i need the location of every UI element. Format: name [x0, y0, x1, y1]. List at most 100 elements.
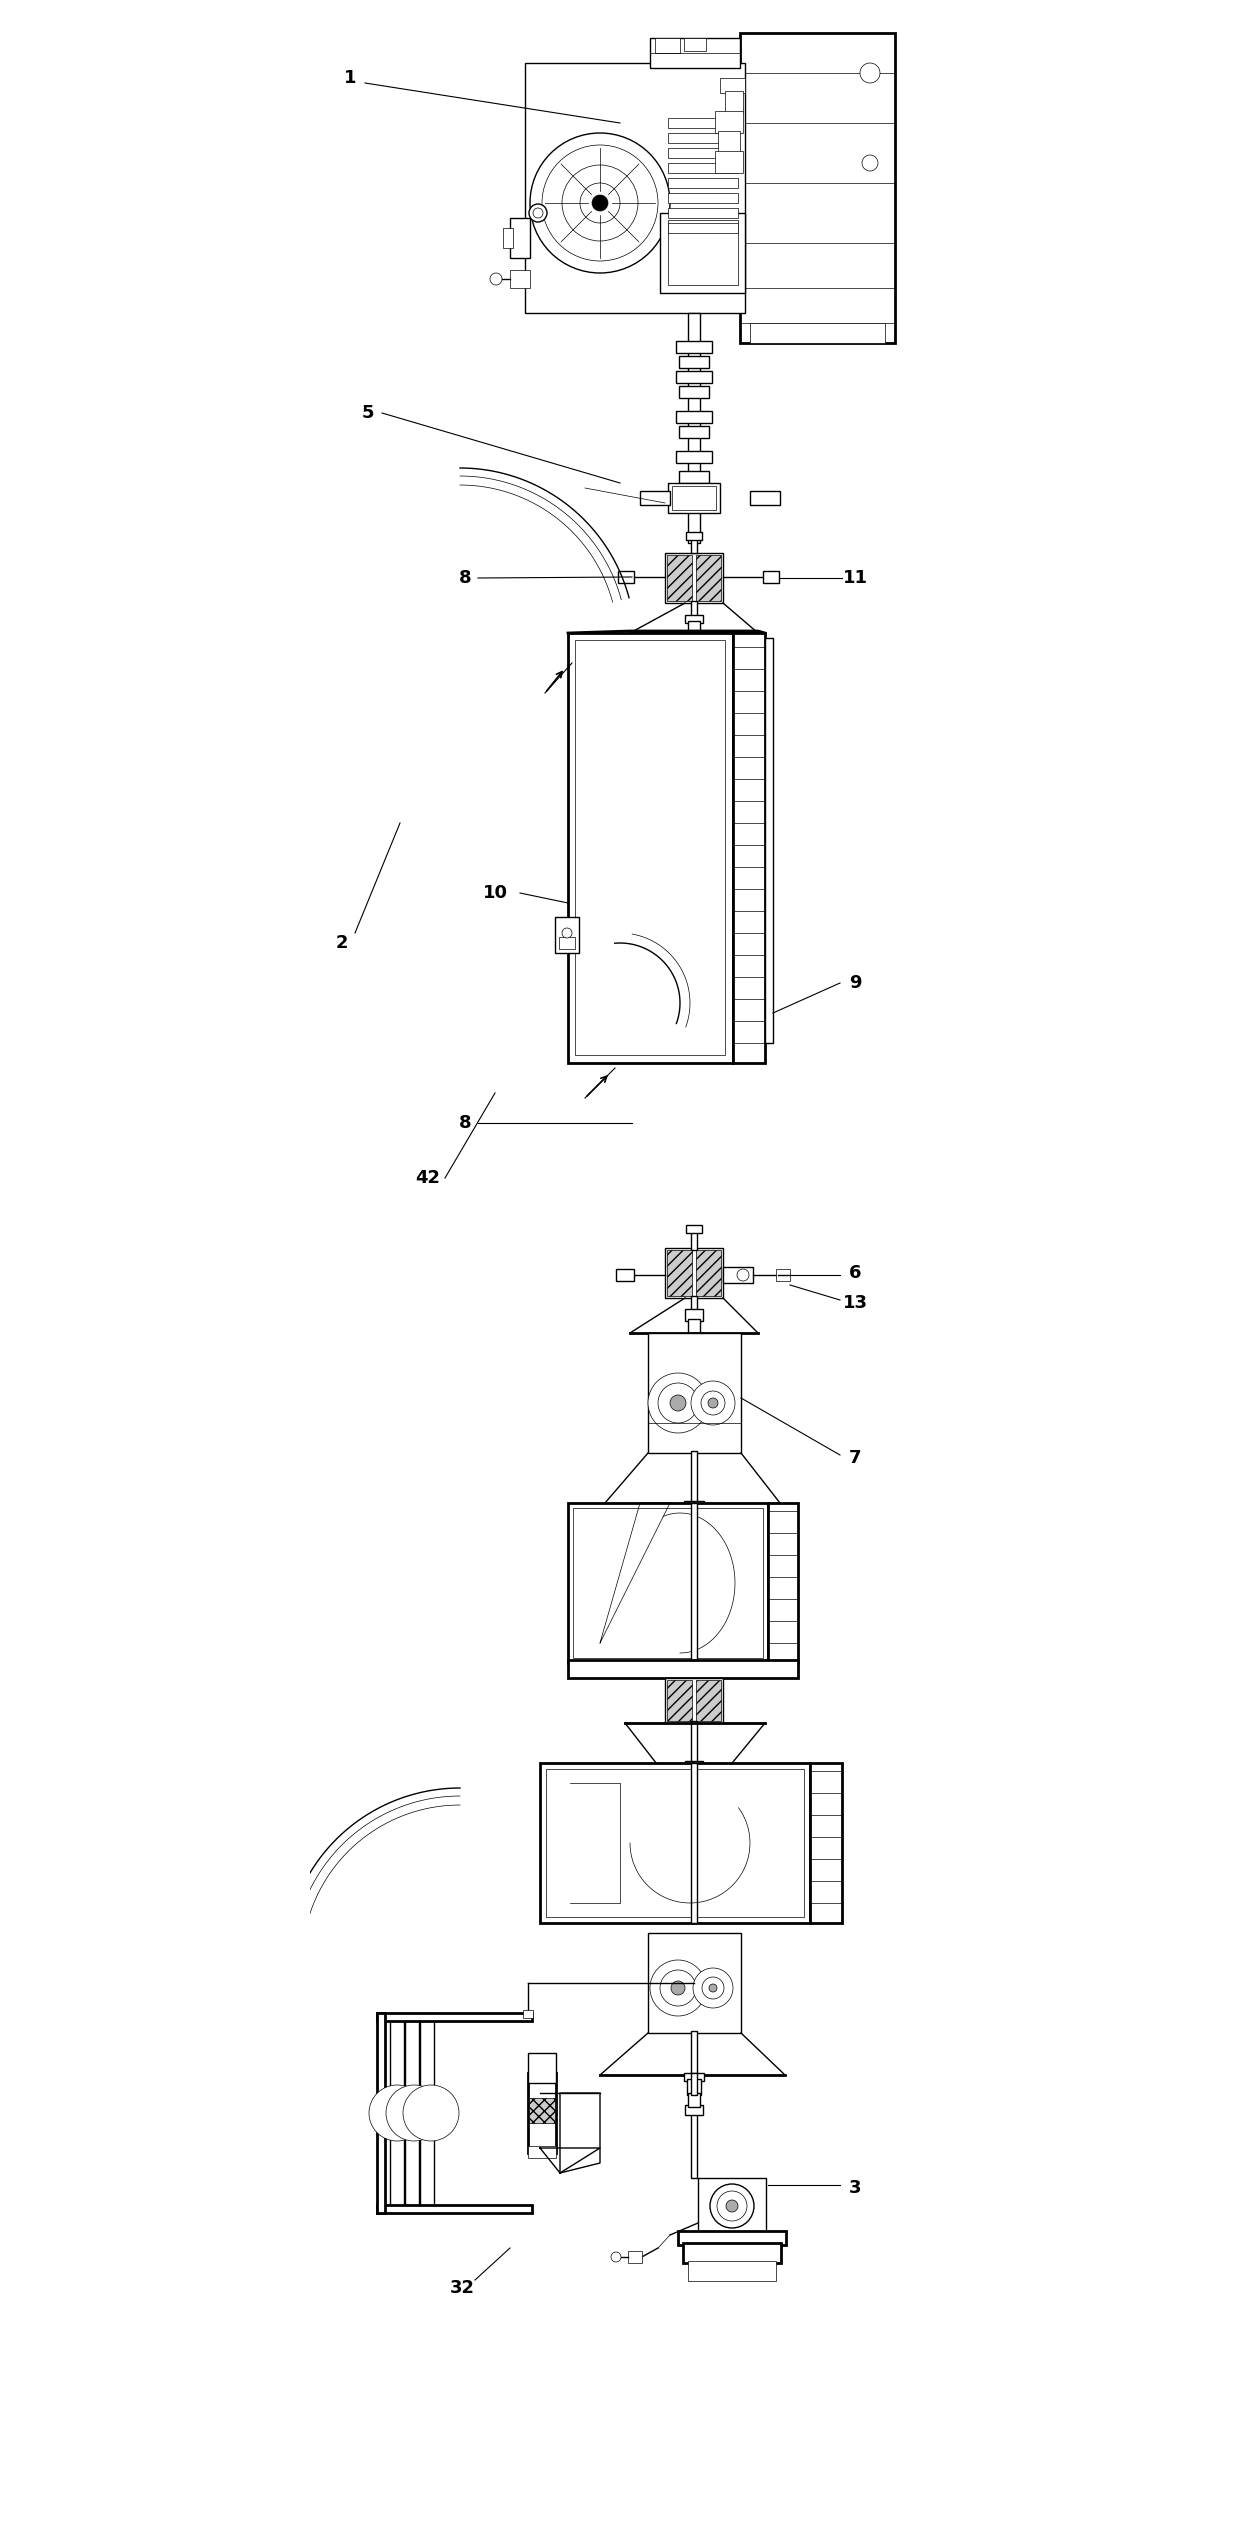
Bar	[668, 209, 738, 219]
Bar	[528, 2052, 556, 2083]
Bar	[672, 486, 715, 511]
Text: 10: 10	[482, 885, 507, 903]
Bar	[665, 1249, 723, 1297]
Text: 2: 2	[336, 933, 348, 951]
Circle shape	[701, 1391, 725, 1414]
Bar	[503, 229, 513, 249]
Bar	[684, 38, 706, 51]
Circle shape	[386, 2085, 441, 2141]
Bar	[528, 2146, 556, 2159]
Circle shape	[693, 1968, 733, 2009]
Bar	[665, 1678, 723, 1724]
Bar	[627, 2251, 642, 2263]
Bar	[763, 572, 779, 582]
Bar	[377, 2014, 384, 2212]
Polygon shape	[600, 1503, 670, 1643]
Bar	[523, 2009, 533, 2019]
Bar	[691, 600, 697, 618]
Bar	[733, 633, 765, 1063]
Circle shape	[717, 2192, 746, 2220]
Bar	[691, 2073, 697, 2095]
Circle shape	[725, 2200, 738, 2212]
Text: 8: 8	[459, 570, 471, 587]
Bar	[691, 1452, 697, 1503]
Circle shape	[403, 2085, 459, 2141]
Bar	[684, 1310, 703, 1320]
Bar	[556, 918, 579, 954]
Circle shape	[737, 1269, 749, 1282]
Bar	[668, 163, 738, 173]
Bar	[377, 2014, 532, 2022]
Circle shape	[670, 1396, 686, 1411]
Bar	[665, 552, 723, 603]
Bar	[696, 1251, 720, 1297]
Circle shape	[580, 183, 620, 224]
Circle shape	[370, 2085, 425, 2141]
Text: 6: 6	[848, 1264, 862, 1282]
Bar	[649, 1333, 742, 1452]
Text: 3: 3	[848, 2179, 862, 2197]
Bar	[696, 554, 720, 600]
Circle shape	[671, 1981, 684, 1996]
Bar	[667, 554, 692, 600]
Circle shape	[862, 155, 878, 170]
Bar	[691, 539, 697, 552]
Bar	[640, 491, 670, 506]
Bar	[765, 638, 773, 1043]
Bar	[691, 2032, 697, 2075]
Bar	[684, 1760, 703, 1770]
Text: 42: 42	[415, 1170, 440, 1188]
Text: 9: 9	[848, 974, 862, 992]
Circle shape	[702, 1976, 724, 1999]
Circle shape	[591, 196, 608, 211]
Bar	[405, 2014, 419, 2212]
Bar	[684, 1500, 704, 1508]
Text: 7: 7	[848, 1450, 862, 1467]
Bar	[698, 2177, 766, 2233]
Bar	[676, 412, 712, 422]
Bar	[696, 1681, 720, 1722]
Bar	[688, 313, 701, 544]
Bar	[768, 1503, 799, 1663]
Bar	[687, 1508, 701, 1521]
Bar	[691, 1762, 697, 1923]
Circle shape	[649, 1373, 708, 1434]
Bar	[688, 1320, 701, 1333]
Circle shape	[650, 1961, 706, 2017]
Bar	[715, 112, 743, 132]
Bar	[723, 1266, 753, 1284]
Bar	[573, 1508, 763, 1658]
Bar	[683, 2243, 781, 2263]
Circle shape	[658, 1383, 698, 1424]
Bar	[688, 2093, 701, 2108]
Bar	[687, 2080, 701, 2095]
Bar	[667, 1251, 692, 1297]
Bar	[684, 2106, 703, 2116]
Circle shape	[711, 2184, 754, 2228]
Bar	[680, 470, 709, 483]
Bar	[676, 371, 712, 384]
Bar	[525, 64, 745, 313]
Circle shape	[691, 1381, 735, 1424]
Bar	[528, 2073, 556, 2154]
Bar	[715, 150, 743, 173]
Bar	[575, 641, 725, 1055]
Bar	[688, 620, 701, 633]
Circle shape	[562, 928, 572, 938]
Bar	[650, 38, 740, 69]
Bar	[750, 491, 780, 506]
Bar	[684, 615, 703, 623]
Bar	[680, 427, 709, 437]
Bar	[568, 1661, 799, 1678]
Bar	[686, 531, 702, 539]
Circle shape	[708, 1399, 718, 1409]
Bar	[725, 92, 743, 112]
Bar	[691, 1231, 697, 1251]
Bar	[539, 1762, 810, 1923]
Bar	[680, 356, 709, 369]
Bar	[691, 2093, 697, 2113]
Bar	[377, 2205, 532, 2212]
Bar	[668, 221, 738, 285]
Bar	[649, 1933, 742, 2032]
Circle shape	[529, 132, 670, 272]
